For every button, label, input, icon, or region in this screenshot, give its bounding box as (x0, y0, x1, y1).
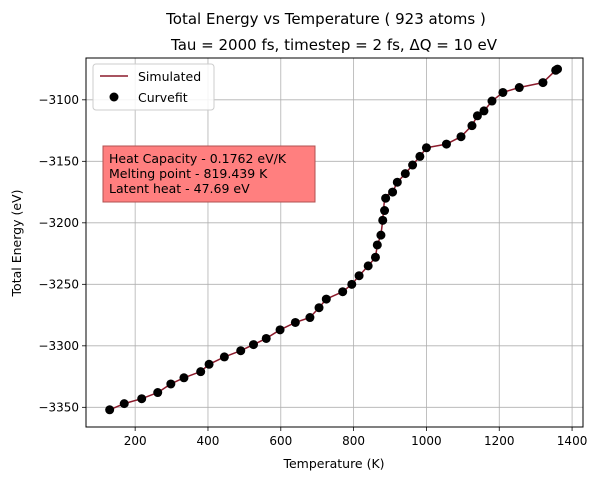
curvefit-point (456, 132, 466, 142)
curvefit-point (538, 78, 548, 88)
curvefit-point (487, 96, 497, 106)
annotation-background (102, 145, 316, 203)
curvefit-point (381, 193, 391, 203)
y-axis-label: Total Energy (eV) (9, 190, 24, 298)
curvefit-point (553, 64, 563, 74)
chart-subtitle: Tau = 2000 fs, timestep = 2 fs, ΔQ = 10 … (170, 36, 498, 54)
x-tick-label: 1000 (411, 434, 442, 448)
curvefit-point (421, 143, 431, 153)
curvefit-point (472, 111, 482, 121)
curvefit-point (290, 317, 300, 327)
curvefit-point (408, 160, 418, 170)
simulated-series (109, 68, 558, 411)
x-tick-label: 1400 (557, 434, 588, 448)
simulated-line (109, 68, 558, 411)
annotation-melting-point: Melting point - 819.439 K (109, 166, 268, 181)
y-tick-label: −3150 (38, 154, 79, 168)
curvefit-point (378, 215, 388, 225)
curvefit-point (370, 252, 380, 262)
x-tick-label: 200 (124, 434, 147, 448)
curvefit-point (380, 206, 390, 216)
x-tick-label: 800 (342, 434, 365, 448)
curvefit-series (105, 64, 563, 415)
y-axis-ticks: −3350 −3300 −3250 −3200 −3150 −3100 (38, 93, 86, 414)
x-axis-ticks: 200 400 600 800 1000 1200 1400 (124, 427, 588, 448)
curvefit-point (261, 333, 271, 343)
y-tick-label: −3300 (38, 339, 79, 353)
curvefit-point (363, 261, 373, 271)
curvefit-point (376, 230, 386, 240)
curvefit-point (479, 106, 489, 116)
curvefit-point (248, 340, 258, 350)
curvefit-point (314, 303, 324, 313)
curvefit-point (347, 279, 357, 289)
y-tick-label: −3350 (38, 400, 79, 414)
curvefit-point (392, 177, 402, 187)
curvefit-point (179, 373, 189, 383)
curvefit-point (400, 169, 410, 179)
annotation-latent-heat: Latent heat - 47.69 eV (109, 181, 250, 196)
curvefit-point (415, 151, 425, 161)
y-tick-label: −3250 (38, 277, 79, 291)
curvefit-point (354, 271, 364, 281)
y-tick-label: −3200 (38, 216, 79, 230)
curvefit-point (166, 379, 176, 389)
curvefit-point (338, 287, 348, 297)
curvefit-point (153, 388, 163, 398)
x-axis-label: Temperature (K) (282, 456, 384, 471)
chart-title: Total Energy vs Temperature ( 923 atoms … (165, 10, 486, 28)
annotation-heat-capacity: Heat Capacity - 0.1762 eV/K (109, 151, 287, 166)
curvefit-point (441, 139, 451, 149)
curvefit-point (388, 187, 398, 197)
x-tick-label: 600 (269, 434, 292, 448)
plot-frame (85, 57, 584, 428)
legend-curvefit-label: Curvefit (138, 90, 188, 105)
curvefit-point (498, 87, 508, 97)
curvefit-point (137, 394, 147, 404)
legend-curvefit-swatch (109, 92, 119, 102)
curvefit-point (119, 399, 129, 409)
legend: Simulated Curvefit (92, 63, 215, 111)
curvefit-point (196, 367, 206, 377)
curvefit-point (236, 346, 246, 356)
annotation-box: Heat Capacity - 0.1762 eV/K Melting poin… (102, 145, 316, 203)
curvefit-point (275, 325, 285, 335)
curvefit-point (514, 83, 524, 93)
curvefit-point (105, 405, 115, 415)
y-tick-label: −3100 (38, 93, 79, 107)
curvefit-point (204, 359, 214, 369)
curvefit-point (321, 294, 331, 304)
curvefit-point (219, 352, 229, 362)
curvefit-point (467, 121, 477, 131)
x-tick-label: 400 (197, 434, 220, 448)
x-tick-label: 1200 (484, 434, 515, 448)
curvefit-point (305, 313, 315, 323)
curvefit-point (372, 240, 382, 250)
grid (86, 58, 583, 427)
legend-simulated-label: Simulated (138, 69, 201, 84)
